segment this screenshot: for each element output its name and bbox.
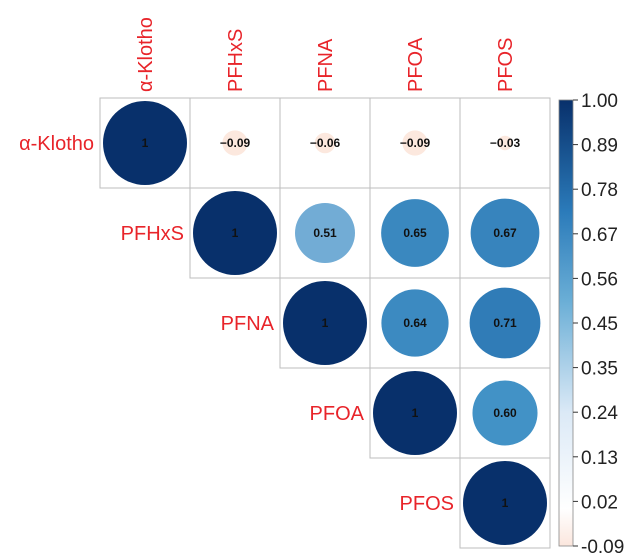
correlation-circle [103,101,187,185]
cell-pfhxs-pfoa: 0.65 [369,187,461,279]
cell-pfoa-pfos: 0.60 [459,367,551,459]
cell-pfoa-pfoa: 1 [369,367,461,459]
colorbar-tick-label: 0.89 [581,136,618,157]
cell-value-label: 0.60 [493,406,517,420]
row-label-klotho: α-Klotho [19,133,94,155]
cell-value-label: 1 [412,406,419,420]
cell-klotho-pfos: −0.03 [459,97,551,189]
cell-klotho-pfoa: −0.09 [369,97,461,189]
cell-pfhxs-pfos: 0.67 [459,187,551,279]
column-label-pfoa: PFOA [405,37,427,92]
cell-value-label: 0.64 [403,316,427,330]
colorbar-tick-label: 0.78 [581,180,618,201]
column-labels: α-Klotho PFHxS PFNA PFOA PFOS [135,17,517,92]
cell-value-label: 0.71 [493,316,517,330]
cell-value-label: 0.65 [403,226,427,240]
cell-pfhxs-pfna: 0.51 [279,187,371,279]
correlation-circle [222,130,248,156]
cell-value-label: 1 [232,226,239,240]
column-label-klotho: α-Klotho [135,17,157,92]
cell-value-label: 1 [322,316,329,330]
correlation-circle [283,281,367,365]
cell-klotho-pfna: −0.06 [279,97,371,189]
colorbar: 1.00 0.89 0.78 0.67 0.56 0.45 0.35 0.24 0.13 0.02… [558,91,624,557]
cell-value-label: 1 [502,496,509,510]
colorbar-tick-label: 0.56 [581,269,618,290]
correlation-circle [295,203,355,263]
correlation-circle [193,191,277,275]
colorbar-gradient [558,99,574,547]
cell-value-label: 0.67 [493,226,517,240]
column-label-pfos: PFOS [495,38,517,92]
cell-pfhxs-pfhxs: 1 [189,187,281,279]
colorbar-tick-label: 0.24 [581,403,618,424]
cell-value-label: −0.03 [490,136,521,150]
correlation-circle [469,287,541,359]
colorbar-tick-label: 0.45 [581,314,618,335]
cell-value-label: 1 [142,136,149,150]
cell-value-label: −0.09 [400,136,431,150]
row-labels: α-Klotho PFHxS PFNA PFOA PFOS [19,133,454,515]
row-label-pfhxs: PFHxS [121,223,184,245]
cell-value-label: 0.51 [313,226,337,240]
correlation-circle [472,380,538,446]
cell-value-label: −0.06 [310,136,341,150]
colorbar-tick-label: 0.02 [581,492,618,513]
correlation-circle [463,461,547,545]
column-label-pfna: PFNA [315,38,337,92]
cell-klotho-pfhxs: −0.09 [189,97,281,189]
row-label-pfna: PFNA [221,313,275,335]
cell-pfna-pfoa: 0.64 [369,277,461,369]
row-label-pfos: PFOS [400,493,454,515]
correlation-circle [470,198,540,268]
cell-value-label: −0.09 [220,136,251,150]
cell-pfna-pfos: 0.71 [459,277,551,369]
colorbar-tick-label: 0.13 [581,448,618,469]
correlation-circle [402,130,428,156]
colorbar-tick-label: 0.67 [581,225,618,246]
correlation-circle [381,199,449,267]
colorbar-tick-label: 0.35 [581,359,618,380]
row-label-pfoa: PFOA [310,403,365,425]
correlation-circle [381,289,449,357]
cell-pfna-pfna: 1 [279,277,371,369]
correlation-circle [497,135,513,151]
correlation-circle [373,371,457,455]
correlation-circle [314,132,336,154]
cell-pfos-pfos: 1 [459,457,551,549]
colorbar-tick-label: -0.09 [581,537,624,557]
column-label-pfhxs: PFHxS [225,29,247,92]
matrix-cells: 1 −0.09 −0.06 −0.09 −0.03 1 0.51 0.65 0.67 1 0.64 0… [99,97,551,549]
cell-klotho-klotho: 1 [99,97,191,189]
colorbar-tick-label: 1.00 [581,91,618,112]
